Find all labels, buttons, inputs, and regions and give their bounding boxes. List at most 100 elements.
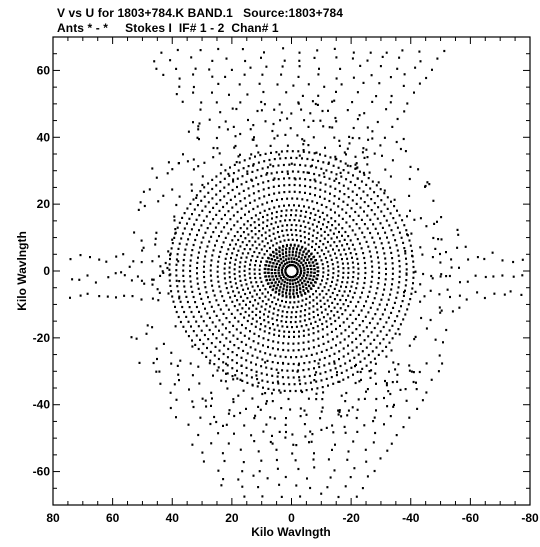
uv-point bbox=[372, 223, 375, 226]
uv-point bbox=[284, 355, 287, 359]
uv-point bbox=[369, 187, 372, 190]
uv-point bbox=[229, 166, 231, 169]
uv-point bbox=[503, 293, 506, 296]
uv-point bbox=[277, 298, 280, 301]
uv-point bbox=[223, 267, 226, 270]
uv-point bbox=[414, 335, 417, 338]
uv-point bbox=[169, 273, 172, 276]
uv-point bbox=[449, 295, 451, 299]
uv-point bbox=[309, 287, 312, 290]
uv-point bbox=[233, 235, 236, 238]
uv-point bbox=[233, 272, 236, 276]
uv-point bbox=[370, 260, 373, 263]
uv-point bbox=[440, 216, 443, 219]
uv-point bbox=[228, 93, 230, 96]
uv-point bbox=[356, 118, 359, 121]
uv-point bbox=[340, 332, 343, 335]
uv-point bbox=[155, 67, 158, 70]
uv-point bbox=[384, 283, 386, 286]
uv-point bbox=[227, 192, 230, 195]
uv-point bbox=[251, 384, 254, 387]
uv-point bbox=[277, 348, 279, 351]
uv-point bbox=[307, 347, 310, 350]
uv-point bbox=[357, 272, 360, 275]
uv-point bbox=[191, 400, 194, 403]
uv-point bbox=[204, 399, 207, 402]
uv-point bbox=[407, 303, 410, 306]
uv-point bbox=[286, 224, 289, 227]
uv-point bbox=[257, 405, 260, 408]
uv-point bbox=[274, 281, 277, 284]
uv-point bbox=[304, 191, 306, 194]
uv-point bbox=[390, 251, 393, 254]
uv-point bbox=[232, 378, 235, 381]
uv-point bbox=[273, 307, 276, 310]
uv-point bbox=[176, 285, 179, 288]
uv-point bbox=[334, 155, 337, 158]
uv-point bbox=[267, 271, 270, 274]
uv-point bbox=[315, 352, 318, 355]
uv-point bbox=[309, 217, 311, 220]
uv-point bbox=[151, 297, 154, 300]
uv-point bbox=[393, 205, 396, 208]
uv-point bbox=[316, 49, 319, 52]
uv-point bbox=[278, 389, 281, 392]
uv-point bbox=[222, 241, 225, 244]
uv-point bbox=[253, 332, 256, 335]
uv-point bbox=[201, 451, 204, 454]
uv-point bbox=[225, 362, 228, 365]
uv-point bbox=[269, 440, 272, 444]
uv-point bbox=[291, 326, 293, 329]
uv-point bbox=[179, 300, 182, 303]
uv-point bbox=[249, 291, 251, 294]
uv-point bbox=[329, 254, 332, 257]
uv-point bbox=[293, 275, 296, 278]
uv-point bbox=[344, 329, 347, 332]
uv-point bbox=[304, 435, 307, 438]
uv-point bbox=[357, 267, 360, 270]
uv-point bbox=[275, 253, 278, 256]
uv-point bbox=[276, 256, 279, 259]
uv-point bbox=[334, 227, 337, 230]
uv-point bbox=[188, 388, 190, 391]
uv-point bbox=[333, 136, 336, 139]
uv-point bbox=[247, 187, 250, 190]
uv-point bbox=[335, 90, 337, 93]
uv-point bbox=[301, 264, 304, 267]
x-axis-title: Kilo Wavlngth bbox=[251, 525, 331, 539]
uv-point bbox=[281, 310, 284, 313]
uv-point bbox=[336, 279, 339, 282]
uv-point bbox=[319, 181, 322, 184]
uv-point bbox=[293, 257, 296, 260]
uv-point bbox=[379, 65, 382, 68]
uv-point bbox=[293, 163, 296, 166]
uv-point bbox=[178, 162, 180, 165]
uv-point bbox=[348, 135, 351, 138]
uv-point bbox=[266, 249, 268, 253]
uv-point bbox=[166, 266, 169, 270]
uv-point bbox=[275, 249, 278, 252]
uv-point bbox=[204, 307, 206, 310]
uv-point bbox=[265, 366, 268, 369]
uv-point bbox=[398, 281, 401, 284]
uv-point bbox=[374, 227, 377, 230]
uv-point bbox=[159, 265, 162, 268]
uv-point bbox=[275, 319, 278, 322]
uv-point bbox=[383, 203, 386, 206]
uv-point bbox=[341, 208, 344, 211]
uv-point bbox=[224, 75, 227, 78]
uv-point bbox=[333, 99, 336, 102]
uv-point bbox=[309, 268, 312, 271]
uv-point bbox=[248, 314, 251, 317]
uv-point bbox=[285, 320, 288, 323]
uv-point bbox=[247, 165, 250, 168]
uv-point bbox=[319, 239, 322, 243]
uv-point bbox=[221, 333, 224, 336]
uv-point bbox=[198, 292, 201, 295]
uv-point bbox=[263, 209, 266, 212]
uv-point bbox=[175, 274, 178, 277]
y-tick-label: -20 bbox=[33, 331, 51, 345]
uv-point bbox=[408, 177, 411, 181]
uv-point bbox=[331, 224, 334, 227]
uv-point bbox=[202, 460, 205, 463]
